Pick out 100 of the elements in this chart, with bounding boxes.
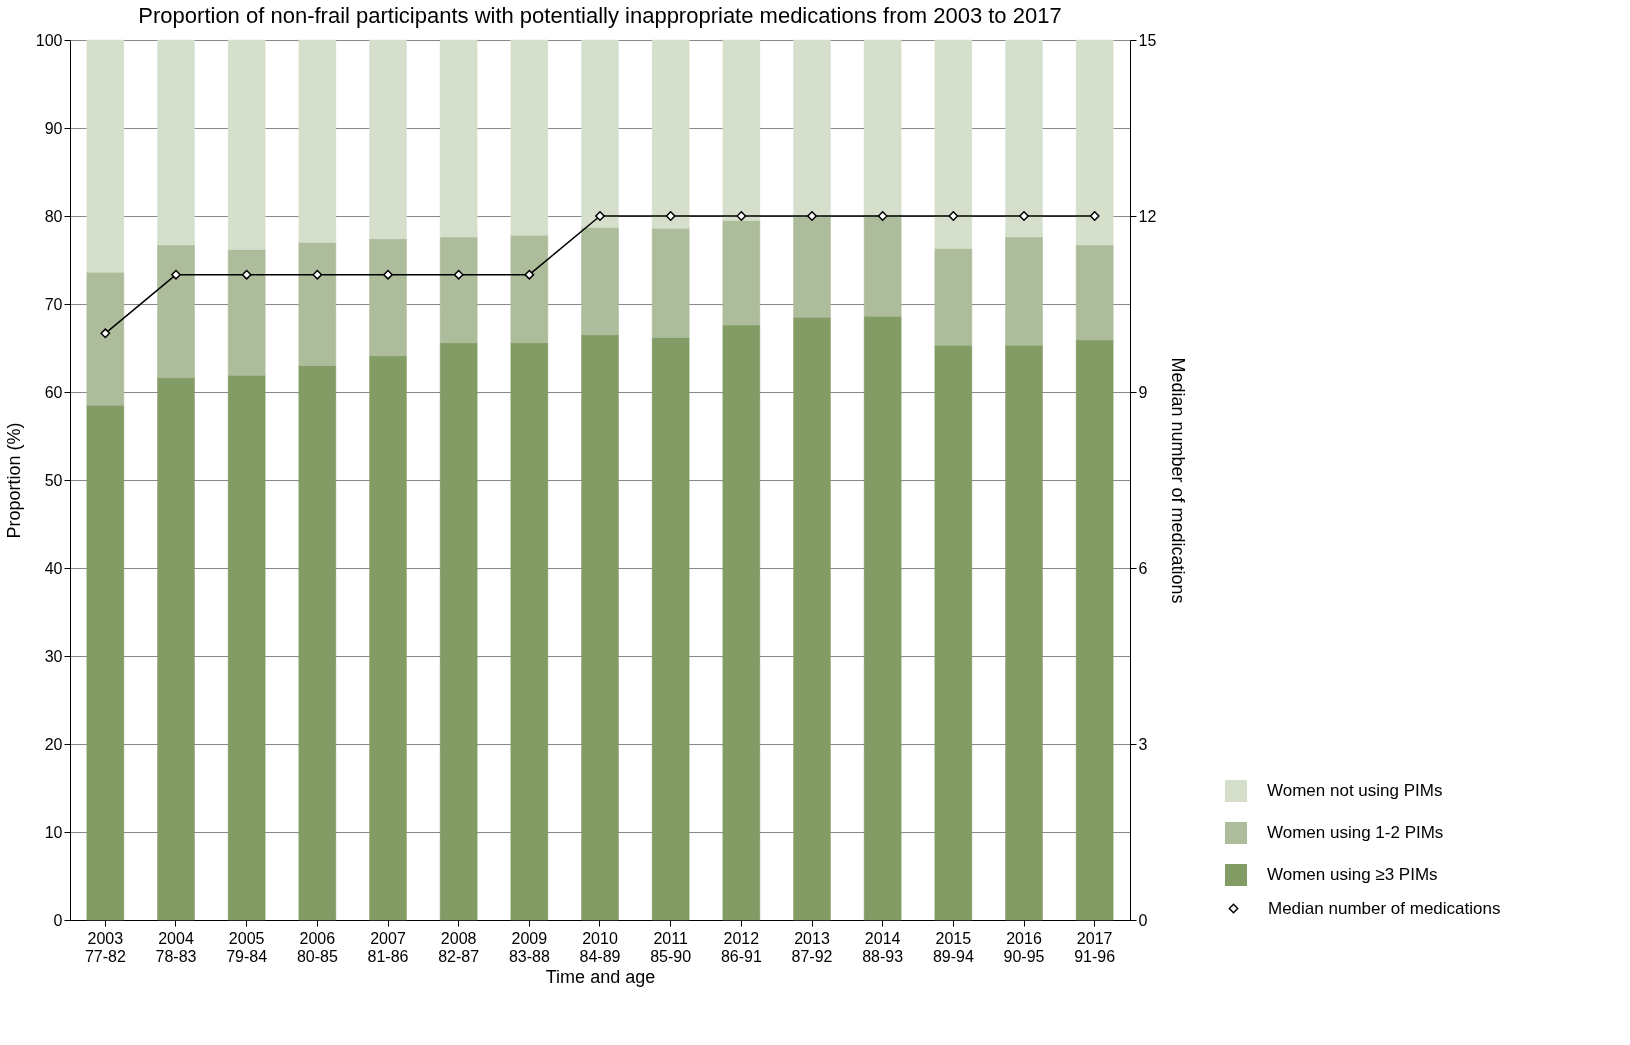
bar [793,316,831,921]
bar [1075,244,1114,341]
bar [157,39,195,246]
y2-axis-title: Median number of medications [1168,357,1189,604]
point [595,211,605,221]
y-tick-label: 40 [44,559,63,577]
y-tick-label: 100 [35,31,63,49]
legend-label: Median number of medications [1268,898,1501,918]
x-tick-label: 2004 78-83 [155,929,197,965]
bar [1075,339,1114,921]
point [241,269,252,280]
bar [1005,344,1043,921]
bar [934,344,973,921]
point [171,269,181,280]
point [312,269,323,280]
bar [227,248,266,376]
bar [793,215,831,318]
x-tick-label: 2007 81-86 [367,929,409,965]
bar [722,324,761,921]
bar [298,365,337,921]
bar [581,226,619,336]
chart-title: Proportion of non-frail participants with potentially inappropriate medications from 2003 to 2017 [138,3,1062,28]
y-tick-label: 10 [44,823,63,841]
bar [934,39,973,250]
x-tick-label: 2014 88-93 [862,929,904,965]
bar [651,227,690,338]
bar [369,39,407,240]
bar [863,315,902,921]
bar [439,342,478,921]
y-tick-label: 80 [44,207,63,225]
y-tick-label: 60 [44,383,63,401]
x-tick-label: 2016 90-95 [1003,929,1045,965]
y2-tick-label: 9 [1138,383,1148,401]
bar [722,39,761,221]
bar [510,342,549,921]
y-tick-label: 0 [53,911,63,929]
y2-tick-label: 15 [1138,31,1157,49]
y-axis-title: Proportion (%) [3,422,24,539]
y-tick-label: 50 [44,471,63,489]
bar [298,39,337,243]
bar [1005,236,1043,346]
point [948,211,959,221]
point [1089,211,1100,221]
point [1019,211,1029,221]
x-axis-title: Time and age [545,966,656,987]
bar [86,404,125,921]
x-tick-label: 2017 91-96 [1074,929,1116,965]
y2-tick-label: 12 [1138,207,1157,225]
x-tick-label: 2008 82-87 [438,929,480,965]
bar [581,334,619,921]
bar [157,377,195,921]
bar [157,244,195,379]
x-tick-label: 2006 80-85 [296,929,338,965]
bar [793,39,831,217]
y-tick-label: 90 [44,119,63,137]
bar [581,39,619,228]
y2-tick-label: 3 [1138,735,1148,753]
bar [651,336,690,921]
y-tick-label: 70 [44,295,63,313]
bar [227,39,266,250]
bar [86,271,125,406]
bar [439,39,478,238]
x-tick-label: 2003 77-82 [84,929,126,965]
x-tick-label: 2010 84-89 [579,929,621,965]
x-tick-label: 2012 86-91 [720,929,762,965]
bar [369,355,407,921]
point [524,269,535,280]
point [665,211,676,221]
bar [651,39,690,229]
point [877,211,888,221]
bar [298,241,337,367]
legend-label: Women using ≥3 PIMs [1267,865,1438,884]
x-tick-label: 2015 89-94 [932,929,974,965]
bar [863,214,902,317]
y2-tick-label: 0 [1138,911,1148,929]
bar [510,39,549,236]
x-tick-label: 2005 79-84 [226,929,268,965]
point [807,211,817,221]
bar [934,248,973,346]
bar [1075,39,1114,246]
bar [722,219,761,326]
y-tick-label: 20 [44,735,63,753]
x-tick-label: 2011 85-90 [650,929,692,965]
bar [439,236,478,344]
point [100,328,111,339]
bar [863,39,902,216]
legend-label: Women not using PIMs [1267,781,1443,800]
bar [369,238,407,357]
bar [227,374,266,921]
bar [86,39,125,273]
y2-tick-label: 6 [1138,559,1148,577]
point [736,211,747,221]
point [383,269,393,280]
x-tick-label: 2009 83-88 [508,929,550,965]
point [453,269,464,280]
bar [510,234,549,344]
legend-label: Women using 1-2 PIMs [1267,823,1444,842]
y-tick-label: 30 [44,647,63,665]
x-tick-label: 2013 87-92 [791,929,833,965]
bar [1005,39,1043,238]
